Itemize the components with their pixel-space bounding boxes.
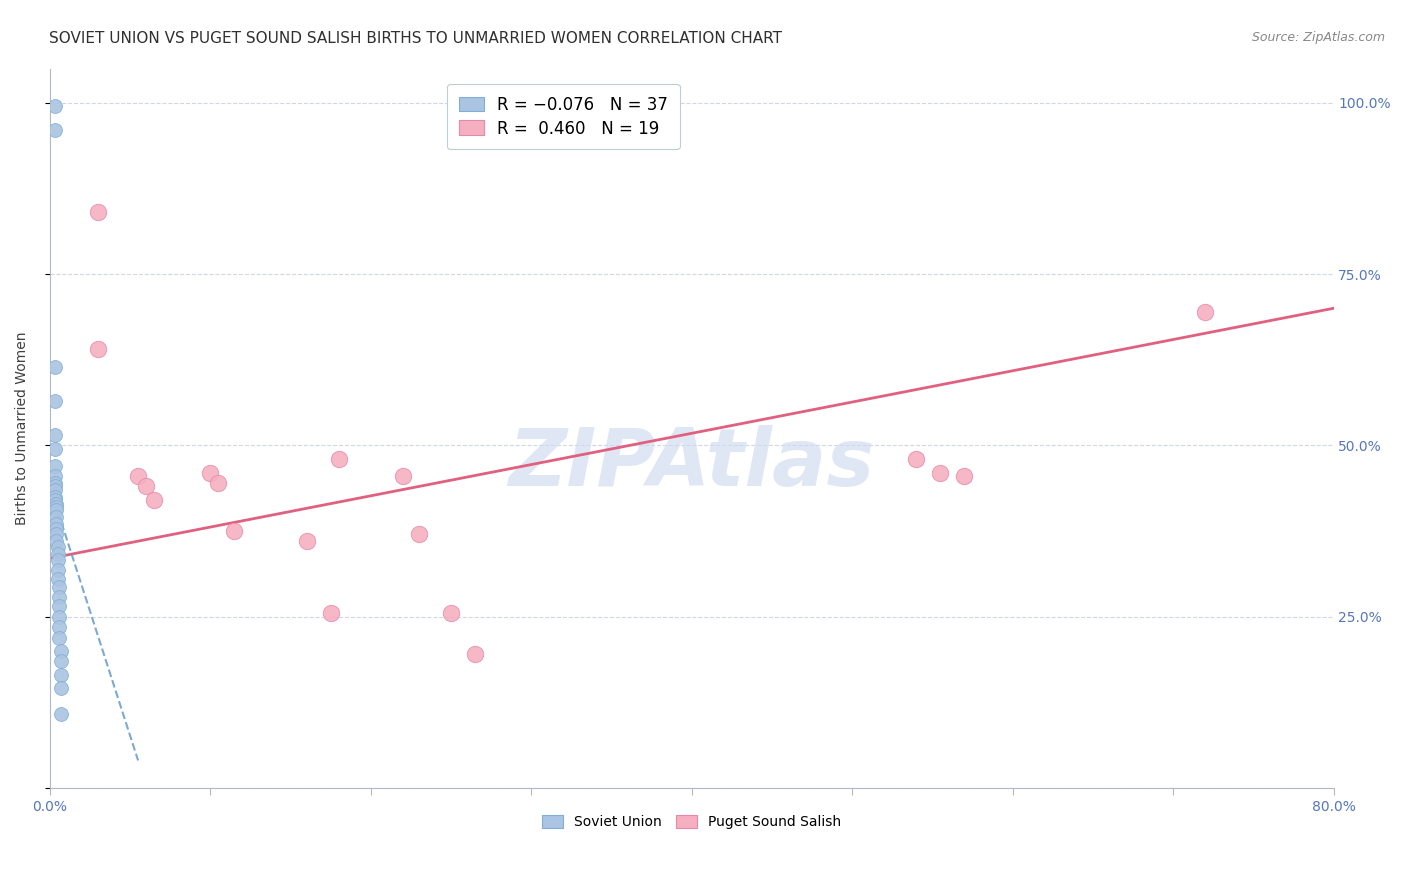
Point xyxy=(48,609,70,624)
Legend: Soviet Union, Puget Sound Salish: Soviet Union, Puget Sound Salish xyxy=(537,810,846,835)
Point xyxy=(45,517,67,532)
Point xyxy=(295,534,318,549)
Point xyxy=(45,534,67,549)
Point xyxy=(46,540,69,554)
Point xyxy=(44,458,66,473)
Text: Source: ZipAtlas.com: Source: ZipAtlas.com xyxy=(1251,31,1385,45)
Y-axis label: Births to Unmarried Women: Births to Unmarried Women xyxy=(15,332,30,524)
Point xyxy=(392,469,415,483)
Point xyxy=(87,343,110,357)
Point xyxy=(408,527,430,541)
Point xyxy=(48,620,70,634)
Point xyxy=(224,524,246,538)
Point xyxy=(44,490,66,504)
Point xyxy=(929,466,952,480)
Point xyxy=(1194,304,1216,318)
Point xyxy=(49,706,72,721)
Point xyxy=(48,591,70,605)
Point xyxy=(464,647,486,661)
Point xyxy=(44,442,66,456)
Point xyxy=(46,553,69,567)
Point xyxy=(46,547,69,561)
Point xyxy=(45,500,67,514)
Point xyxy=(48,580,70,594)
Point xyxy=(45,527,67,541)
Point xyxy=(319,606,342,620)
Text: SOVIET UNION VS PUGET SOUND SALISH BIRTHS TO UNMARRIED WOMEN CORRELATION CHART: SOVIET UNION VS PUGET SOUND SALISH BIRTH… xyxy=(49,31,782,46)
Point xyxy=(143,493,166,508)
Point xyxy=(49,667,72,681)
Point xyxy=(44,469,66,483)
Point xyxy=(45,496,67,510)
Point xyxy=(45,503,67,517)
Point xyxy=(44,483,66,497)
Point xyxy=(87,205,110,219)
Point xyxy=(44,123,66,137)
Point xyxy=(207,475,229,490)
Point xyxy=(44,428,66,442)
Point xyxy=(905,452,928,467)
Point xyxy=(48,632,70,646)
Point xyxy=(44,493,66,508)
Point xyxy=(953,469,976,483)
Point xyxy=(127,469,149,483)
Point xyxy=(45,522,67,536)
Point xyxy=(44,359,66,374)
Point xyxy=(49,644,72,658)
Point xyxy=(45,510,67,524)
Point xyxy=(49,681,72,696)
Text: ZIPAtlas: ZIPAtlas xyxy=(509,425,875,503)
Point xyxy=(44,99,66,113)
Point xyxy=(200,466,222,480)
Point xyxy=(49,654,72,668)
Point xyxy=(44,393,66,408)
Point xyxy=(48,599,70,614)
Point xyxy=(44,479,66,493)
Point xyxy=(44,475,66,490)
Point xyxy=(46,563,69,577)
Point xyxy=(440,606,463,620)
Point xyxy=(46,572,69,586)
Point xyxy=(135,479,157,493)
Point xyxy=(328,452,350,467)
